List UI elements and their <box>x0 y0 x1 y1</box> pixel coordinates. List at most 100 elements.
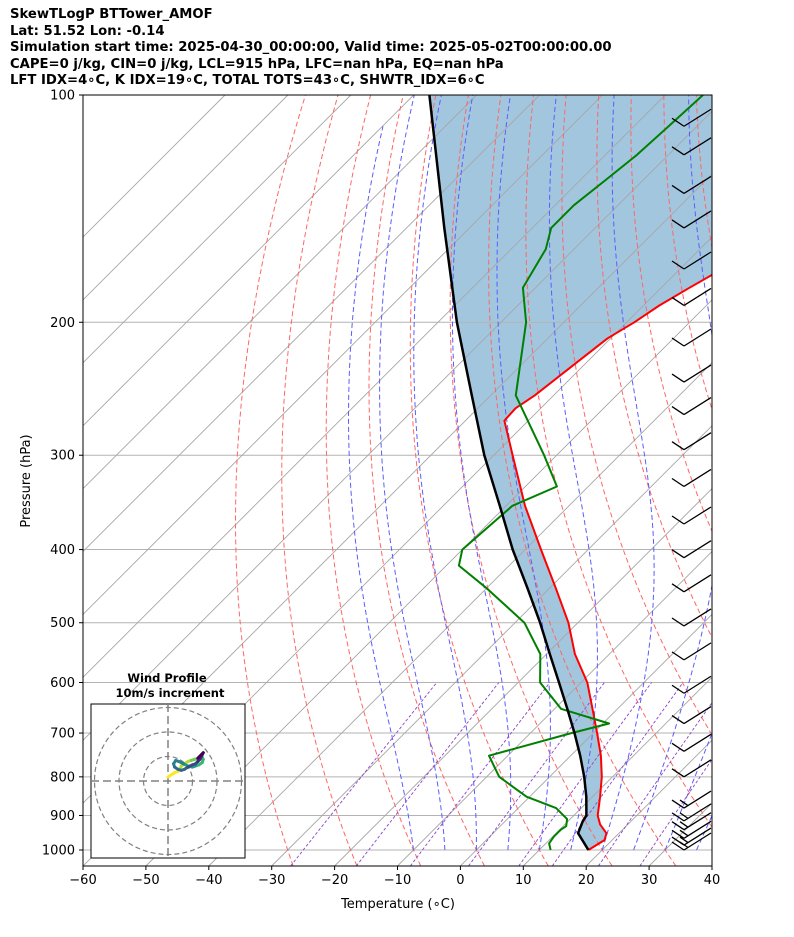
title-station: SkewTLogP BTTower_AMOF <box>10 7 213 22</box>
y-axis-label: Pressure (hPa) <box>19 434 34 527</box>
wind-barb <box>671 506 712 525</box>
title-stability-indices: LFT IDX=4∘C, K IDX=19∘C, TOTAL TOTS=43∘C… <box>10 73 485 88</box>
wind-barb <box>671 251 712 270</box>
y-tick-label: 700 <box>50 727 75 742</box>
wind-barb <box>671 812 712 831</box>
wind-barbs-layer <box>671 108 712 851</box>
y-tick-label: 300 <box>50 449 75 464</box>
y-tick-label: 400 <box>50 543 75 558</box>
wind-barb <box>671 803 712 822</box>
wind-barb <box>671 642 712 661</box>
wind-barb <box>671 827 712 846</box>
y-tick-label: 1000 <box>42 844 75 859</box>
isotherm-line <box>83 95 603 616</box>
isotherm-line <box>83 95 226 238</box>
wind-barb <box>671 137 712 156</box>
dry-adiabat-line <box>525 95 712 829</box>
isotherm-line <box>460 613 712 866</box>
mixing-ratio-line <box>551 682 684 866</box>
dry-adiabat-line <box>449 95 613 866</box>
dry-adiabat-line <box>488 95 677 866</box>
x-tick-label: −50 <box>132 873 159 888</box>
isotherm-line <box>208 362 712 866</box>
x-tick-label: 40 <box>704 873 721 888</box>
isotherm-line <box>711 865 712 866</box>
title-cape-indices: CAPE=0 j/kg, CIN=0 j/kg, LCL=915 hPa, LF… <box>10 56 504 72</box>
y-tick-label: 100 <box>50 89 75 104</box>
isotherm-line <box>271 425 712 866</box>
hodograph-subtitle: 10m/s increment <box>116 686 225 700</box>
isotherm-line <box>145 299 712 866</box>
wind-barb <box>671 540 712 559</box>
moist-adiabat-line <box>496 95 551 851</box>
wind-barb <box>671 210 712 229</box>
mixing-ratio-line <box>598 701 712 866</box>
moist-adiabat-line <box>664 731 712 851</box>
title-times: Simulation start time: 2025-04-30_00:00:… <box>10 40 612 55</box>
hodograph-plot <box>91 704 245 858</box>
moist-adiabat-line <box>548 95 598 851</box>
moist-adiabat-line <box>348 126 414 851</box>
dry-adiabat-line <box>281 95 358 866</box>
dry-adiabat-line <box>235 95 306 866</box>
wind-barb <box>671 675 712 694</box>
dry-adiabat-line <box>409 95 549 866</box>
isotherm-line <box>522 676 712 866</box>
x-tick-label: 20 <box>578 873 595 888</box>
wind-barb <box>671 790 712 809</box>
y-tick-label: 200 <box>50 316 75 331</box>
isotherm-line <box>83 95 289 301</box>
wind-barb <box>671 608 712 627</box>
moist-adiabat-line <box>451 95 512 851</box>
dry-adiabat-line <box>561 95 712 736</box>
grid-layer <box>83 95 794 866</box>
wind-barb <box>671 432 712 451</box>
isotherm-line <box>83 95 540 553</box>
y-tick-label: 500 <box>50 616 75 631</box>
parcel-line <box>428 95 590 851</box>
y-tick-label: 600 <box>50 676 75 691</box>
profile-lines-layer <box>428 95 712 851</box>
hodograph-title: Wind Profile <box>127 671 207 685</box>
x-tick-label: 0 <box>456 873 464 888</box>
moist-adiabat-line <box>601 95 655 851</box>
wind-barb <box>671 364 712 383</box>
mixing-ratio-line <box>468 682 605 866</box>
wind-barb <box>671 820 712 839</box>
parcel-shading <box>429 95 712 850</box>
hodograph-segment <box>196 755 201 760</box>
x-tick-label: −10 <box>384 873 411 888</box>
isotherm-line <box>83 95 415 427</box>
dry-adiabat-line <box>762 95 794 866</box>
hodograph-inset: Wind Profile 10m/s increment <box>90 671 246 859</box>
chart-title: SkewTLogP BTTower_AMOF Lat: 51.52 Lon: -… <box>10 7 790 90</box>
moist-adiabat-line <box>633 95 712 851</box>
dry-adiabat-line <box>368 95 485 866</box>
mixing-ratio-line <box>639 758 712 866</box>
wind-barb <box>671 108 712 127</box>
isotherm-line <box>775 95 794 866</box>
dewpoint-line <box>457 95 704 851</box>
shaded-region-layer <box>429 95 712 850</box>
wind-barb <box>671 574 712 593</box>
x-tick-label: −60 <box>69 873 96 888</box>
dry-adiabat-line <box>596 95 712 639</box>
x-tick-label: 30 <box>641 873 658 888</box>
isotherm-line <box>83 110 712 741</box>
moist-adiabat-line <box>413 95 477 850</box>
y-tick-label: 800 <box>50 770 75 785</box>
x-axis-label: Temperature (∘C) <box>340 897 455 912</box>
wind-barb <box>671 175 712 194</box>
temperature-line <box>503 273 712 851</box>
mixing-ratio-line <box>355 682 500 866</box>
wind-barb <box>671 705 712 725</box>
isotherm-line <box>83 95 477 490</box>
mixing-ratio-line <box>410 682 551 866</box>
wind-barb <box>671 468 712 488</box>
wind-barb <box>671 759 712 778</box>
mixing-ratio-line <box>290 682 438 866</box>
x-tick-label: −20 <box>321 873 348 888</box>
wind-barb <box>671 328 712 347</box>
isotherm-line <box>83 95 666 678</box>
wind-barb <box>671 397 712 416</box>
